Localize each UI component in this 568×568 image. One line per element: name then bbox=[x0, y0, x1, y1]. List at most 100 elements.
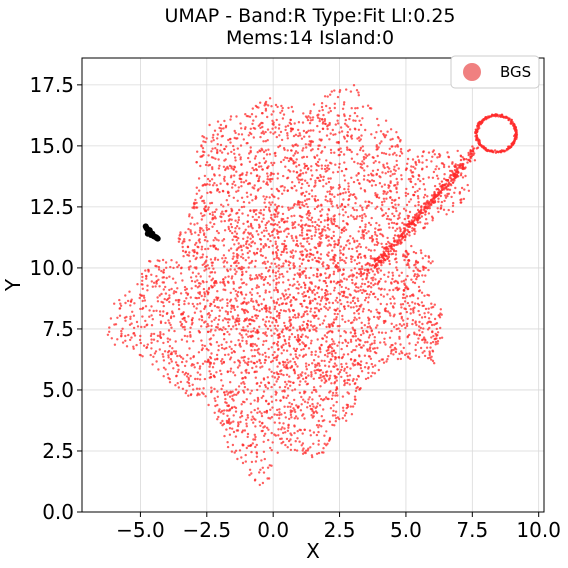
bgs-point bbox=[413, 273, 417, 276]
bgs-point bbox=[286, 189, 289, 192]
bgs-point bbox=[323, 119, 326, 123]
bgs-point bbox=[500, 113, 503, 117]
bgs-point bbox=[330, 90, 333, 93]
bgs-point bbox=[295, 239, 299, 243]
bgs-point bbox=[201, 135, 204, 138]
bgs-point bbox=[280, 428, 283, 431]
bgs-point bbox=[362, 307, 365, 311]
bgs-point bbox=[273, 215, 277, 219]
bgs-point bbox=[376, 168, 380, 172]
bgs-point bbox=[378, 142, 382, 145]
bgs-point bbox=[184, 391, 187, 395]
bgs-point bbox=[318, 224, 321, 228]
bgs-point bbox=[323, 118, 327, 121]
bgs-point bbox=[301, 449, 304, 452]
bgs-point bbox=[416, 208, 420, 212]
bgs-point bbox=[338, 370, 342, 374]
bgs-point bbox=[391, 198, 394, 202]
bgs-point bbox=[361, 145, 364, 148]
bgs-point bbox=[264, 205, 267, 209]
bgs-point bbox=[278, 316, 281, 320]
bgs-point bbox=[273, 324, 277, 327]
bgs-point bbox=[257, 233, 260, 236]
bgs-point bbox=[246, 435, 249, 439]
bgs-point bbox=[513, 133, 517, 137]
bgs-point bbox=[396, 183, 399, 186]
bgs-point bbox=[331, 301, 335, 305]
bgs-point bbox=[353, 358, 356, 362]
bgs-point bbox=[287, 439, 291, 443]
bgs-point bbox=[427, 317, 431, 320]
bgs-point bbox=[327, 239, 330, 242]
bgs-point bbox=[284, 125, 287, 128]
bgs-point bbox=[388, 289, 391, 292]
bgs-point bbox=[269, 311, 272, 314]
bgs-point bbox=[256, 314, 260, 318]
bgs-point bbox=[282, 174, 285, 178]
bgs-point bbox=[238, 332, 241, 335]
bgs-point bbox=[274, 242, 277, 246]
bgs-point bbox=[265, 195, 268, 199]
bgs-point bbox=[355, 209, 358, 212]
bgs-point bbox=[370, 375, 373, 378]
bgs-point bbox=[251, 107, 254, 110]
bgs-point bbox=[287, 380, 290, 383]
bgs-point bbox=[254, 435, 257, 439]
bgs-point bbox=[246, 239, 249, 243]
bgs-point bbox=[338, 309, 341, 313]
bgs-point bbox=[160, 269, 163, 273]
bgs-point bbox=[301, 203, 304, 207]
bgs-point bbox=[400, 152, 404, 155]
bgs-point bbox=[376, 298, 380, 301]
bgs-point bbox=[403, 282, 406, 285]
bgs-point bbox=[360, 346, 363, 349]
bgs-point bbox=[213, 375, 216, 379]
bgs-point bbox=[306, 323, 309, 326]
bgs-point bbox=[404, 250, 407, 253]
bgs-point bbox=[376, 270, 379, 273]
bgs-point bbox=[144, 319, 147, 323]
bgs-point bbox=[399, 303, 403, 306]
bgs-point bbox=[116, 338, 119, 341]
bgs-point bbox=[217, 349, 220, 352]
bgs-point bbox=[187, 378, 190, 381]
bgs-point bbox=[264, 331, 267, 334]
bgs-point bbox=[373, 336, 376, 339]
bgs-point bbox=[157, 268, 161, 271]
bgs-point bbox=[255, 299, 258, 302]
bgs-point bbox=[361, 117, 364, 120]
bgs-point bbox=[398, 140, 402, 143]
bgs-point bbox=[344, 411, 348, 415]
bgs-point bbox=[282, 309, 286, 312]
bgs-point bbox=[408, 342, 411, 345]
bgs-point bbox=[242, 237, 245, 240]
bgs-point bbox=[211, 136, 215, 139]
bgs-point bbox=[270, 385, 273, 389]
bgs-point bbox=[119, 304, 123, 307]
bgs-point bbox=[402, 319, 405, 322]
bgs-point bbox=[346, 296, 349, 299]
bgs-point bbox=[290, 364, 294, 368]
bgs-point bbox=[355, 305, 358, 308]
bgs-point bbox=[319, 253, 323, 256]
bgs-point bbox=[256, 247, 259, 251]
bgs-point bbox=[337, 329, 340, 332]
bgs-point bbox=[209, 376, 213, 379]
bgs-point bbox=[208, 183, 211, 186]
bgs-point bbox=[232, 430, 236, 434]
bgs-point bbox=[277, 236, 280, 240]
bgs-point bbox=[430, 323, 434, 327]
bgs-point bbox=[270, 334, 273, 337]
bgs-point bbox=[264, 351, 267, 355]
bgs-point bbox=[515, 137, 518, 140]
bgs-point bbox=[264, 307, 267, 310]
bgs-point bbox=[317, 113, 320, 116]
bgs-point bbox=[251, 366, 254, 370]
bgs-point bbox=[373, 347, 376, 350]
bgs-point bbox=[219, 215, 222, 218]
bgs-point bbox=[259, 424, 262, 427]
bgs-point bbox=[210, 140, 213, 143]
bgs-point bbox=[331, 186, 335, 189]
bgs-point bbox=[314, 220, 317, 224]
bgs-point bbox=[323, 353, 327, 357]
